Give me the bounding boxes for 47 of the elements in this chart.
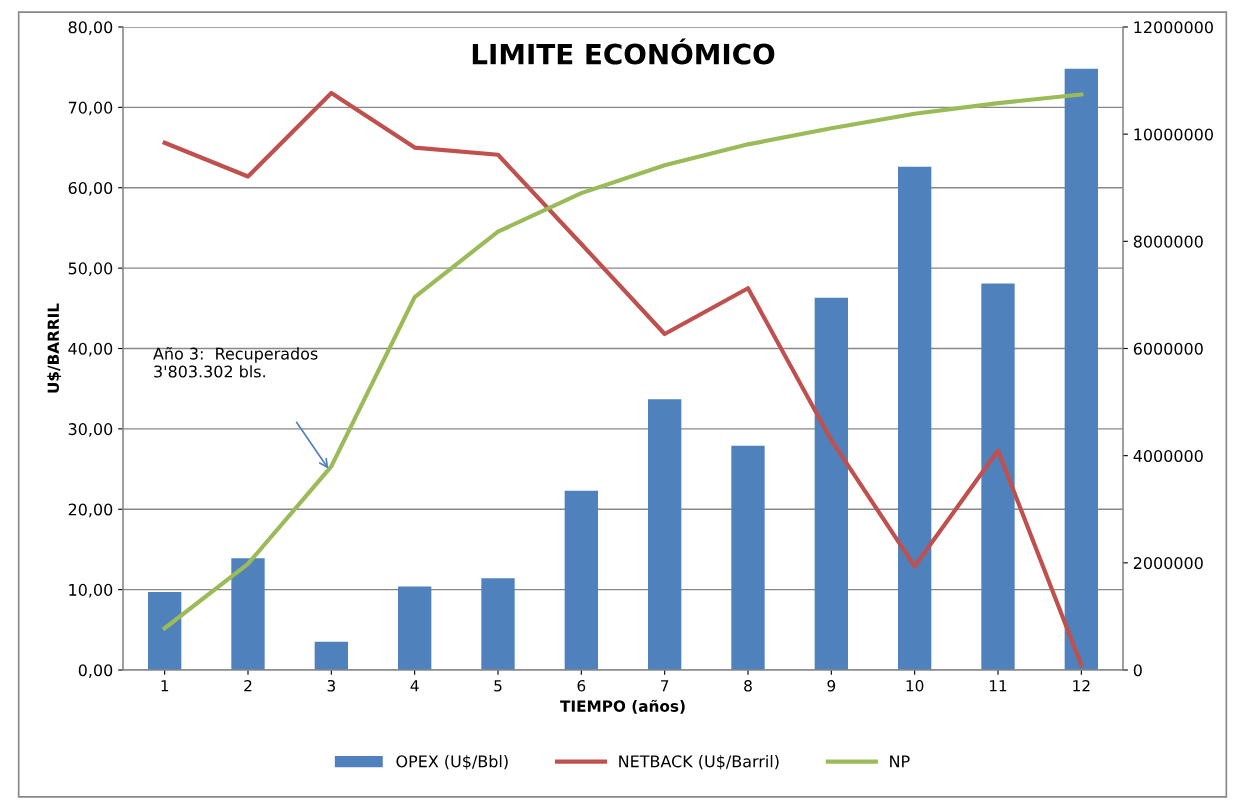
x-axis-title: TIEMPO (años)	[560, 699, 685, 714]
chart-title: LIMITE ECONÓMICO	[472, 38, 775, 65]
bar	[481, 578, 515, 670]
x-tick-label: 7	[661, 680, 669, 692]
x-tick-label: 8	[744, 679, 752, 692]
x-tick-label: 6	[577, 679, 586, 692]
bar	[814, 297, 848, 670]
x-tick-label: 1	[161, 680, 169, 692]
y-axis-title: U$/BARRIL	[47, 303, 62, 393]
y2-tick-label: 2000000	[1133, 557, 1203, 570]
y-tick-label: 60,00	[68, 181, 113, 196]
y2-tick-label: 0	[1133, 664, 1142, 677]
x-tick-label: 10	[906, 679, 924, 692]
x-tick-label: 9	[827, 679, 836, 692]
x-tick-label: 5	[494, 680, 502, 692]
x-tick-label: 11	[989, 680, 1007, 692]
bar	[398, 586, 432, 670]
bar	[648, 399, 682, 670]
x-tick-label: 3	[327, 679, 335, 692]
x-tick-label: 12	[1073, 679, 1090, 692]
y2-tick-label: 12000000	[1134, 21, 1213, 34]
y-tick-label: 30,00	[68, 423, 113, 437]
bar	[731, 445, 765, 670]
bar	[231, 558, 265, 670]
annotation: Año 3: Recuperados 3'803.302 bls.	[153, 347, 318, 378]
bar	[981, 283, 1015, 670]
x-tick-label: 2	[244, 679, 252, 692]
legend-label: NP	[890, 755, 910, 768]
y2-tick-label: 10000000	[1134, 128, 1213, 141]
bar	[564, 490, 598, 670]
y-tick-label: 10,00	[69, 583, 113, 598]
y-tick-label: 0,00	[78, 664, 113, 678]
bar	[314, 641, 348, 670]
x-tick-label: 4	[410, 680, 419, 692]
bar	[1064, 68, 1098, 670]
legend-label: NETBACK (U$/Barril)	[619, 755, 779, 770]
y2-tick-label: 8000000	[1133, 235, 1203, 248]
y-tick-label: 50,00	[68, 262, 113, 277]
y-tick-label: 40,00	[68, 342, 113, 357]
y-tick-label: 80,00	[68, 21, 113, 35]
y2-tick-label: 4000000	[1133, 449, 1203, 462]
legend-label: OPEX (U$/Bbl)	[396, 755, 508, 770]
y2-tick-label: 6000000	[1133, 342, 1203, 355]
bar	[148, 592, 182, 670]
bar	[898, 166, 932, 670]
y-tick-label: 70,00	[68, 101, 113, 116]
y-tick-label: 20,00	[68, 503, 113, 518]
